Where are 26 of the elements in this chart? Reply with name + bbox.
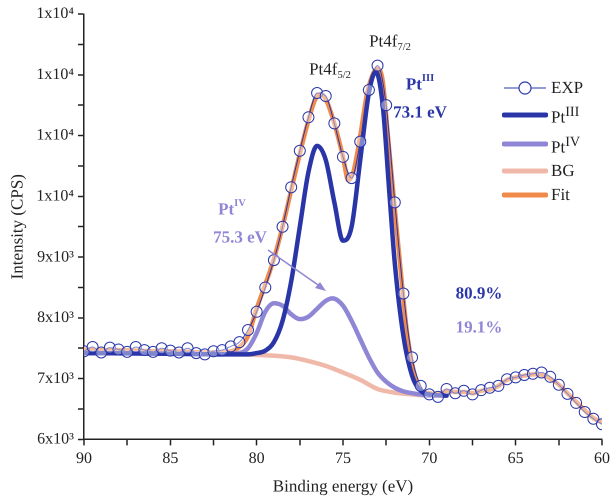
y-tick-label: 6x10³ bbox=[37, 430, 74, 448]
legend-label: Pt$^{IV}$ bbox=[551, 132, 580, 158]
x-tick-label: 70 bbox=[421, 450, 438, 468]
x-axis-title: Binding energy (eV) bbox=[272, 476, 414, 496]
y-tick-label: 1x10⁴ bbox=[36, 5, 74, 22]
x-tick-label: 65 bbox=[508, 450, 524, 468]
legend-label: Pt$^{III}$ bbox=[551, 103, 580, 129]
y-tick-label: 1x10⁴ bbox=[36, 126, 74, 144]
annotation: 73.1 eV bbox=[393, 102, 448, 122]
legend-label: EXP bbox=[551, 77, 584, 99]
x-tick-label: 85 bbox=[162, 450, 178, 468]
y-tick-label: 1x10⁴ bbox=[36, 188, 74, 205]
annotation: 19.1% bbox=[456, 317, 502, 336]
x-tick-label: 60 bbox=[594, 450, 610, 468]
annotation: 75.3 eV bbox=[213, 227, 268, 246]
y-tick-label: 9x10³ bbox=[37, 248, 74, 266]
y-tick-label: 7x10³ bbox=[37, 370, 74, 387]
x-tick-label: 80 bbox=[248, 450, 265, 468]
x-tick-label: 75 bbox=[334, 450, 351, 468]
annotation: 80.9% bbox=[456, 283, 502, 302]
legend-label: BG bbox=[551, 160, 575, 182]
y-tick-label: 1x10⁴ bbox=[36, 66, 74, 83]
x-tick-label: 90 bbox=[76, 450, 92, 468]
legend-label: Fit bbox=[551, 184, 570, 206]
y-tick-label: 8x10³ bbox=[37, 309, 74, 326]
y-axis-title: Intensity (CPS) bbox=[8, 174, 27, 280]
